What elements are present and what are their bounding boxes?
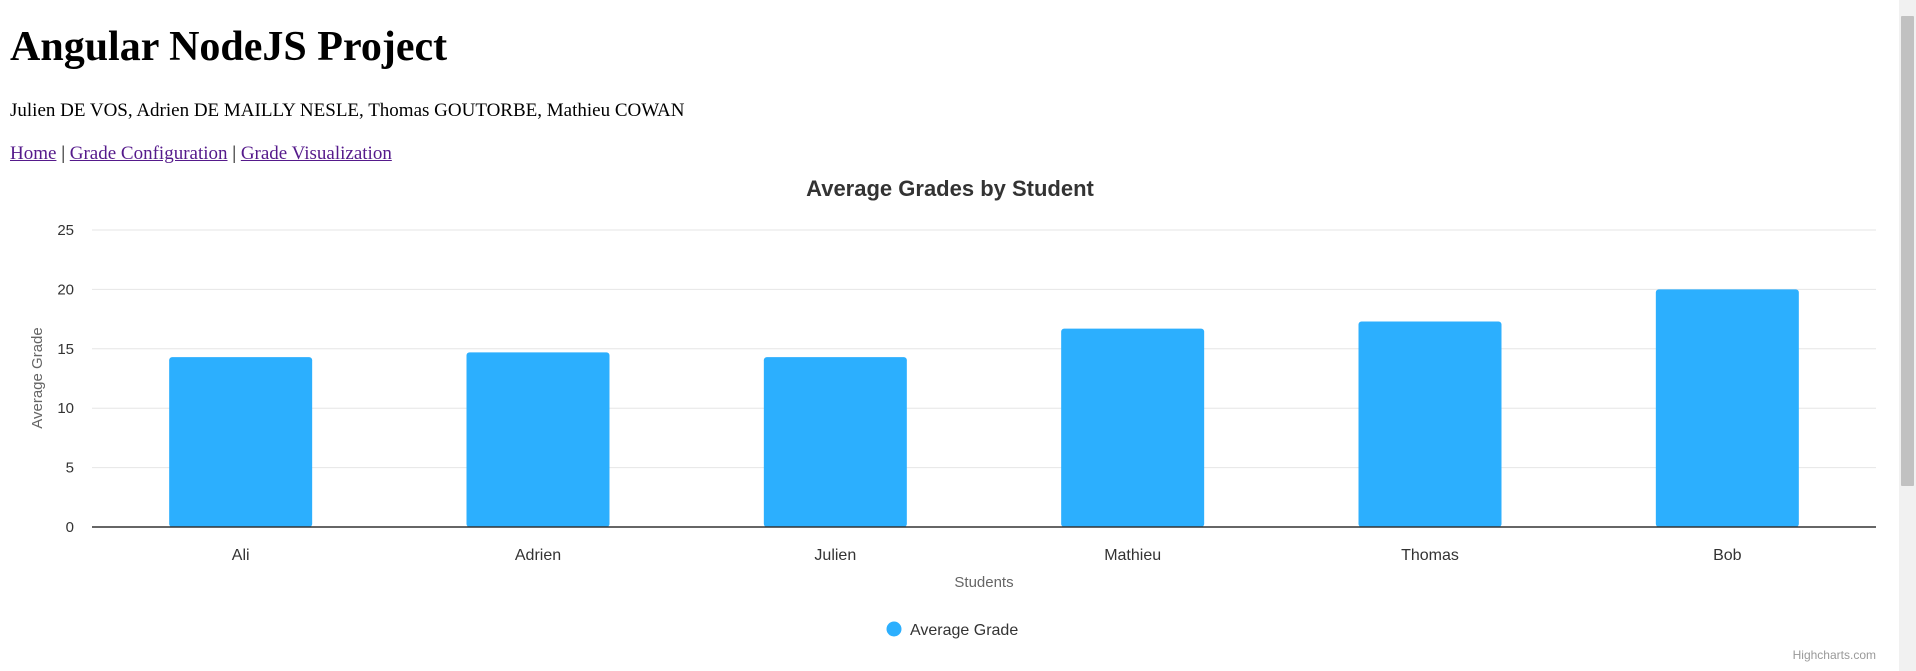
x-tick-label: Thomas bbox=[1401, 547, 1459, 564]
credits-link[interactable]: Highcharts.com bbox=[1793, 648, 1876, 662]
y-axis-ticks: 0 5 10 15 20 25 bbox=[57, 222, 74, 536]
legend-label[interactable]: Average Grade bbox=[910, 622, 1018, 639]
y-tick-label: 0 bbox=[66, 519, 74, 536]
nav-separator: | bbox=[61, 143, 65, 164]
nav-grade-configuration-link[interactable]: Grade Configuration bbox=[69, 143, 228, 164]
x-tick-label: Mathieu bbox=[1104, 547, 1161, 564]
y-axis-title: Average Grade bbox=[29, 327, 46, 428]
bar[interactable] bbox=[1655, 289, 1799, 527]
bar[interactable] bbox=[1061, 328, 1205, 527]
nav-grade-visualization-link[interactable]: Grade Visualization bbox=[240, 143, 392, 164]
page-title: Angular NodeJS Project bbox=[10, 24, 448, 70]
bar[interactable] bbox=[763, 357, 907, 527]
nav-home-link[interactable]: Home bbox=[10, 143, 57, 164]
bar-series bbox=[169, 289, 1799, 527]
chart-legend[interactable]: Average Grade bbox=[886, 621, 1019, 640]
x-tick-label: Ali bbox=[232, 547, 250, 564]
grid-lines bbox=[92, 229, 1876, 469]
y-tick-label: 25 bbox=[57, 222, 74, 239]
vertical-scrollbar[interactable] bbox=[1899, 0, 1916, 671]
y-tick-label: 20 bbox=[57, 281, 74, 298]
x-axis-ticks: Ali Adrien Julien Mathieu Thomas Bob bbox=[232, 547, 1742, 564]
x-tick-label: Adrien bbox=[515, 547, 561, 564]
y-tick-label: 15 bbox=[57, 341, 74, 358]
y-tick-label: 5 bbox=[66, 460, 74, 477]
bar[interactable] bbox=[169, 357, 313, 527]
x-tick-label: Bob bbox=[1713, 547, 1742, 564]
nav-links: Home | Grade Configuration | Grade Visua… bbox=[10, 142, 392, 166]
bar[interactable] bbox=[466, 352, 610, 527]
average-grades-chart: Average Grades by Student 0 5 10 15 20 25 Ave… bbox=[29, 176, 1876, 662]
nav-separator: | bbox=[232, 143, 237, 164]
legend-marker-icon bbox=[886, 621, 902, 637]
authors-text: Julien DE VOS, Adrien DE MAILLY NESLE, T… bbox=[10, 100, 685, 121]
chart-title: Average Grades by Student bbox=[806, 176, 1094, 201]
scrollbar-thumb[interactable] bbox=[1901, 16, 1914, 486]
bar[interactable] bbox=[1358, 321, 1502, 527]
x-axis-title: Students bbox=[954, 574, 1013, 591]
y-tick-label: 10 bbox=[57, 400, 74, 417]
x-tick-label: Julien bbox=[814, 547, 856, 564]
